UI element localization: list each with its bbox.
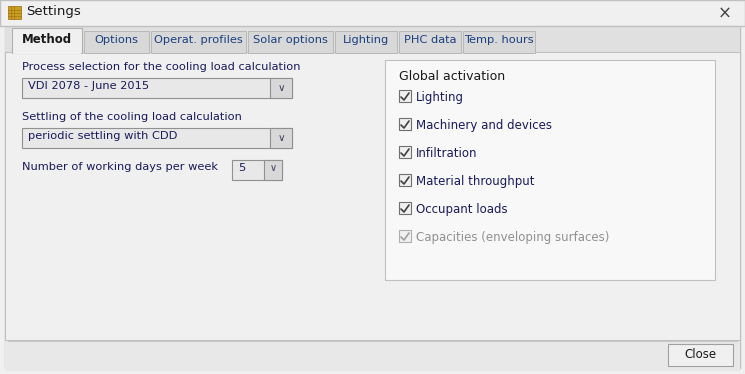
Bar — [270, 128, 292, 148]
Text: Global activation: Global activation — [399, 70, 505, 83]
Bar — [248, 31, 333, 53]
Bar — [399, 118, 411, 130]
Bar — [399, 174, 411, 186]
Text: Occupant loads: Occupant loads — [416, 203, 507, 216]
Text: ×: × — [718, 5, 732, 23]
Text: PHC data: PHC data — [404, 35, 456, 45]
Bar — [84, 31, 149, 53]
Bar — [399, 146, 411, 158]
Text: ∨: ∨ — [277, 133, 285, 143]
Bar — [232, 160, 282, 180]
Text: Material throughput: Material throughput — [416, 175, 534, 188]
Text: VDI 2078 - June 2015: VDI 2078 - June 2015 — [28, 81, 149, 91]
Bar — [13, 52, 81, 54]
Bar — [5, 52, 740, 340]
Text: Lighting: Lighting — [343, 35, 389, 45]
Text: Capacities (enveloping surfaces): Capacities (enveloping surfaces) — [416, 231, 609, 244]
Text: Lighting: Lighting — [416, 91, 464, 104]
Bar — [5, 341, 740, 371]
Text: Process selection for the cooling load calculation: Process selection for the cooling load c… — [22, 62, 300, 72]
Bar — [0, 0, 745, 26]
Bar — [22, 128, 292, 148]
Bar — [8, 6, 21, 19]
Text: Number of working days per week: Number of working days per week — [22, 162, 218, 172]
Bar — [5, 27, 740, 52]
Text: Close: Close — [685, 348, 717, 361]
Bar — [270, 78, 292, 98]
Text: periodic settling with CDD: periodic settling with CDD — [28, 131, 177, 141]
Text: ∨: ∨ — [277, 83, 285, 93]
Text: Settings: Settings — [26, 5, 80, 18]
Bar — [385, 60, 715, 280]
Bar — [399, 31, 461, 53]
Text: Options: Options — [95, 35, 139, 45]
Bar — [151, 31, 246, 53]
Text: Temp. hours: Temp. hours — [464, 35, 534, 45]
Text: Settling of the cooling load calculation: Settling of the cooling load calculation — [22, 112, 242, 122]
Bar — [335, 31, 397, 53]
Bar — [264, 160, 282, 180]
Text: Operat. profiles: Operat. profiles — [154, 35, 243, 45]
Text: ∨: ∨ — [270, 163, 276, 173]
Text: Machinery and devices: Machinery and devices — [416, 119, 552, 132]
Bar — [399, 202, 411, 214]
Bar — [463, 31, 535, 53]
Text: Infiltration: Infiltration — [416, 147, 478, 160]
Bar — [399, 230, 411, 242]
Text: Solar options: Solar options — [253, 35, 328, 45]
Bar — [399, 90, 411, 102]
Text: Method: Method — [22, 33, 72, 46]
Bar — [22, 78, 292, 98]
Bar — [12, 28, 82, 53]
Bar — [668, 344, 733, 366]
Text: 5: 5 — [238, 163, 245, 173]
